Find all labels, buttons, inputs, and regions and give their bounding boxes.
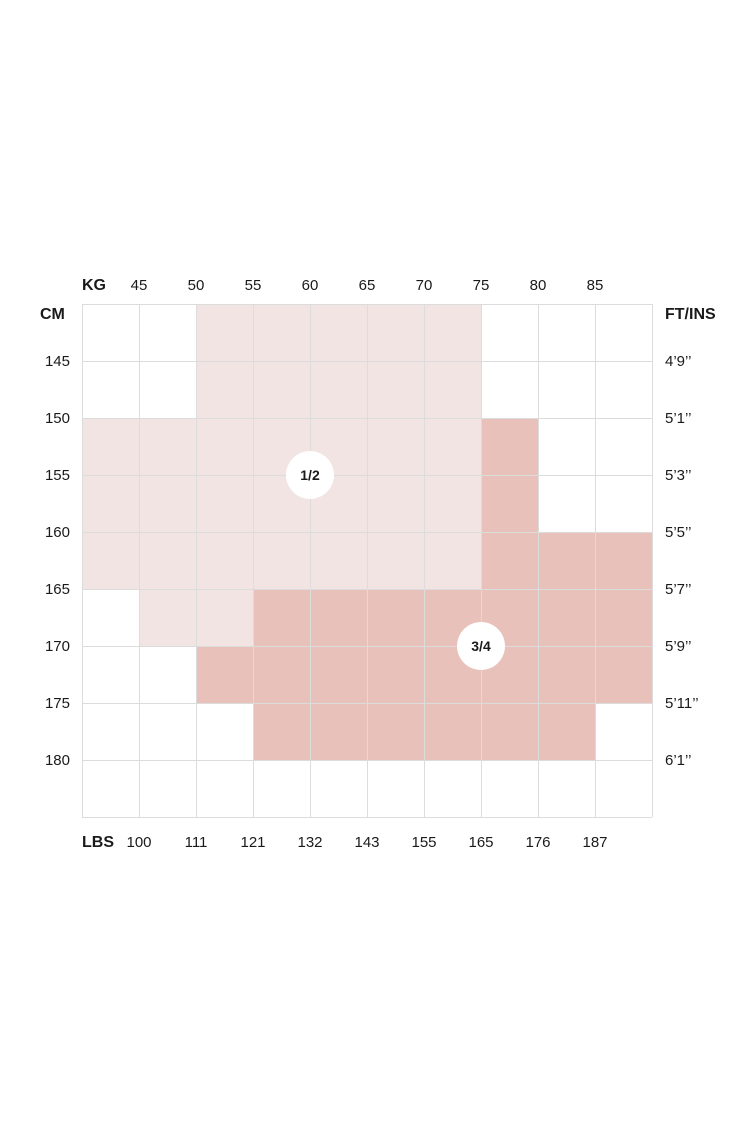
cell-size-3-4: [481, 418, 538, 475]
ftin-tick-label: 5’3’’: [665, 467, 691, 484]
cell-size-1-2: [253, 532, 310, 589]
kg-tick-label: 45: [131, 277, 148, 294]
kg-tick-label: 50: [188, 277, 205, 294]
lbs-tick-label: 155: [411, 834, 436, 851]
left-axis-title: CM: [40, 306, 65, 323]
cell-size-1-2: [139, 532, 196, 589]
cell-size-3-4: [310, 589, 367, 646]
lbs-tick-label: 111: [185, 834, 208, 851]
tick-labels: 45 50 55 60 65 70 75 80 85 100 111 121 132 143 155 165 1…: [45, 277, 699, 851]
cell-size-1-2: [310, 304, 367, 361]
cell-size-1-2: [196, 418, 253, 475]
kg-tick-label: 60: [302, 277, 319, 294]
cell-size-1-2: [367, 532, 424, 589]
cell-size-1-2: [139, 589, 196, 646]
bottom-axis-title: LBS: [82, 834, 114, 851]
cell-size-3-4: [538, 703, 595, 760]
top-axis-title: KG: [82, 277, 106, 294]
cell-size-1-2: [367, 361, 424, 418]
kg-tick-label: 70: [416, 277, 433, 294]
lbs-tick-label: 187: [582, 834, 607, 851]
cell-size-1-2: [424, 532, 481, 589]
grid-lines: [82, 304, 653, 818]
cell-size-3-4: [253, 589, 310, 646]
cm-tick-label: 155: [45, 467, 70, 484]
cell-size-1-2: [310, 361, 367, 418]
cm-tick-label: 160: [45, 524, 70, 541]
cm-tick-label: 175: [45, 695, 70, 712]
cell-size-1-2: [253, 361, 310, 418]
kg-tick-label: 75: [473, 277, 490, 294]
lbs-tick-label: 132: [297, 834, 322, 851]
cell-size-1-2: [196, 532, 253, 589]
cell-size-3-4: [595, 589, 652, 646]
kg-tick-label: 55: [245, 277, 262, 294]
cell-size-1-2: [196, 304, 253, 361]
cell-size-1-2: [367, 304, 424, 361]
cell-size-1-2: [196, 589, 253, 646]
cell-size-3-4: [538, 532, 595, 589]
cell-size-3-4: [367, 703, 424, 760]
cm-tick-label: 165: [45, 581, 70, 598]
cm-tick-label: 180: [45, 752, 70, 769]
cell-size-1-2: [424, 361, 481, 418]
cell-size-1-2: [139, 475, 196, 532]
size-label: 1/2: [300, 467, 320, 483]
ftin-tick-label: 5’11’’: [665, 695, 699, 712]
cell-size-3-4: [253, 703, 310, 760]
lbs-tick-label: 176: [525, 834, 550, 851]
size-badge: [286, 451, 334, 499]
cell-size-3-4: [310, 646, 367, 703]
kg-tick-label: 65: [359, 277, 376, 294]
cell-size-1-2: [253, 304, 310, 361]
ftin-tick-label: 4’9’’: [665, 353, 691, 370]
cell-size-3-4: [538, 589, 595, 646]
ftin-tick-label: 5’7’’: [665, 581, 691, 598]
lbs-tick-label: 100: [126, 834, 151, 851]
cell-size-3-4: [367, 589, 424, 646]
cells: [82, 304, 652, 760]
ftin-tick-label: 6’1’’: [665, 752, 691, 769]
cm-tick-label: 150: [45, 410, 70, 427]
cell-size-1-2: [82, 418, 139, 475]
cell-size-3-4: [310, 703, 367, 760]
kg-tick-label: 80: [530, 277, 547, 294]
ftin-tick-label: 5’5’’: [665, 524, 691, 541]
cell-size-3-4: [538, 646, 595, 703]
cell-size-3-4: [196, 646, 253, 703]
cell-size-3-4: [595, 532, 652, 589]
lbs-tick-label: 143: [354, 834, 379, 851]
cell-size-3-4: [481, 532, 538, 589]
cell-size-3-4: [253, 646, 310, 703]
size-badge: [457, 622, 505, 670]
cm-tick-label: 145: [45, 353, 70, 370]
ftin-tick-label: 5’1’’: [665, 410, 691, 427]
ftin-tick-label: 5’9’’: [665, 638, 691, 655]
cell-size-3-4: [424, 703, 481, 760]
cell-size-1-2: [367, 475, 424, 532]
cell-size-1-2: [196, 361, 253, 418]
cell-size-1-2: [367, 418, 424, 475]
lbs-tick-label: 165: [468, 834, 493, 851]
size-label: 3/4: [471, 638, 491, 654]
lbs-tick-label: 121: [240, 834, 265, 851]
size-zone-labels: 1/2 3/4: [286, 451, 505, 670]
cell-size-1-2: [139, 418, 196, 475]
cell-size-1-2: [82, 532, 139, 589]
kg-tick-label: 85: [587, 277, 604, 294]
right-axis-title: FT/INS: [665, 306, 716, 323]
cell-size-3-4: [595, 646, 652, 703]
cell-size-3-4: [367, 646, 424, 703]
cell-size-3-4: [481, 703, 538, 760]
cell-size-1-2: [196, 475, 253, 532]
cell-size-3-4: [481, 475, 538, 532]
cell-size-1-2: [424, 475, 481, 532]
cell-size-1-2: [82, 475, 139, 532]
cell-size-1-2: [310, 532, 367, 589]
cell-size-1-2: [424, 418, 481, 475]
cell-size-1-2: [424, 304, 481, 361]
cm-tick-label: 170: [45, 638, 70, 655]
